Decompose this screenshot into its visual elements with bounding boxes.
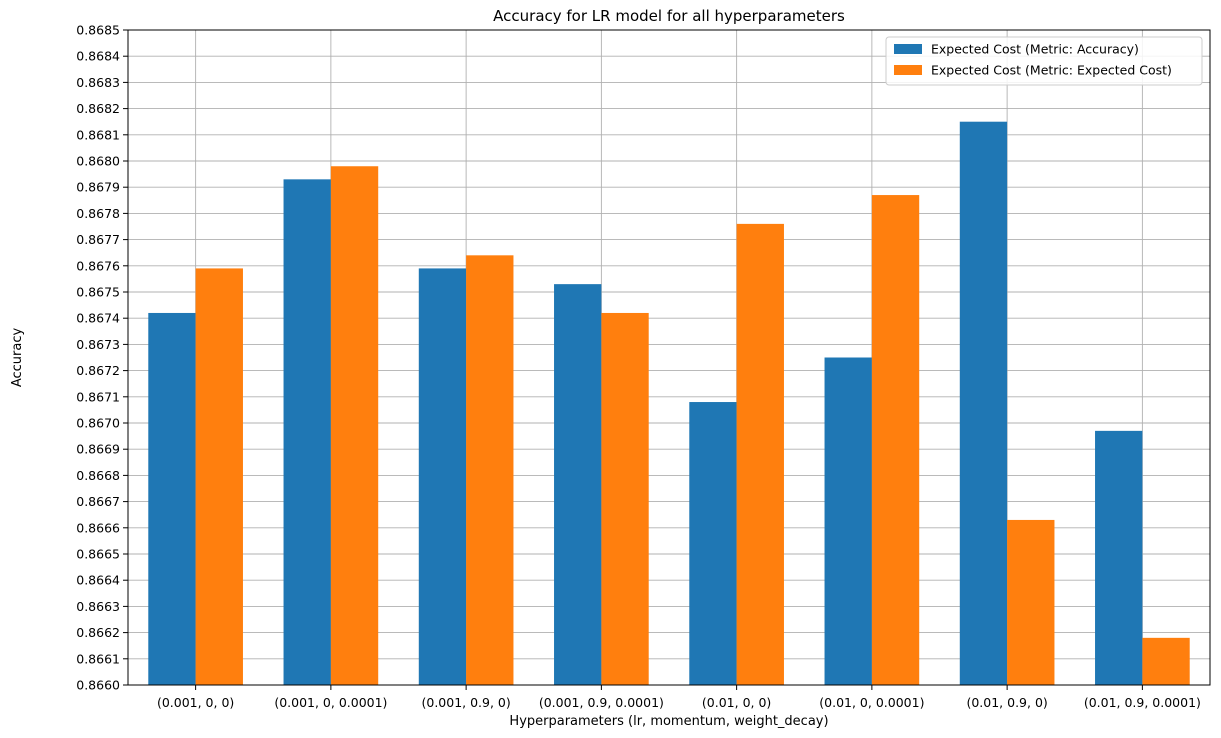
legend-swatch: [894, 65, 922, 75]
bar-series-1: [148, 312, 196, 685]
y-tick-label: 0.8665: [76, 547, 120, 562]
x-tick-label: (0.01, 0.9, 0): [966, 695, 1047, 710]
bars: [148, 121, 1190, 686]
y-tick-label: 0.8660: [76, 678, 120, 693]
legend: Expected Cost (Metric: Accuracy) Expected…: [885, 36, 1203, 86]
y-tick-label: 0.8677: [76, 232, 120, 247]
bar-series-1: [283, 179, 331, 685]
y-tick-label: 0.8675: [76, 285, 120, 300]
y-tick-label: 0.8669: [76, 442, 120, 457]
y-tick-label: 0.8670: [76, 416, 120, 431]
bar-series-1: [824, 357, 872, 685]
y-tick-label: 0.8681: [76, 127, 120, 142]
y-tick-label: 0.8668: [76, 468, 120, 483]
y-tick-label: 0.8676: [76, 258, 120, 273]
x-tick-label: (0.01, 0, 0): [702, 695, 771, 710]
y-tick-label: 0.8671: [76, 389, 120, 404]
y-tick-label: 0.8674: [76, 311, 120, 326]
x-tick-label: (0.01, 0.9, 0.0001): [1084, 695, 1201, 710]
chart-title: Accuracy for LR model for all hyperparam…: [493, 7, 845, 25]
bar-series-2: [1007, 519, 1055, 685]
bar-series-1: [418, 268, 467, 685]
y-tick-label: 0.8682: [76, 101, 120, 116]
bar-series-1: [689, 402, 737, 685]
y-tick-label: 0.8685: [76, 23, 120, 38]
legend-swatch: [894, 44, 922, 54]
bar-series-2: [736, 223, 784, 685]
x-tick-label: (0.01, 0, 0.0001): [819, 695, 924, 710]
x-axis-ticks: (0.001, 0, 0) (0.001, 0, 0.0001) (0.001, 0…: [157, 685, 1201, 710]
bar-series-1: [554, 284, 602, 685]
x-tick-label: (0.001, 0.9, 0): [421, 695, 510, 710]
bar-series-2: [195, 268, 243, 685]
bar-series-2: [466, 255, 514, 685]
y-tick-label: 0.8680: [76, 154, 120, 169]
y-tick-label: 0.8663: [76, 599, 120, 614]
x-tick-label: (0.001, 0, 0): [157, 695, 234, 710]
y-axis-ticks: 0.8660 0.8661 0.8662 0.8663 0.8664 0.8665 0.86…: [76, 23, 128, 693]
x-tick-label: (0.001, 0, 0.0001): [274, 695, 387, 710]
x-axis-title: Hyperparameters (lr, momentum, weight_de…: [509, 714, 828, 729]
y-tick-label: 0.8684: [76, 49, 120, 64]
y-tick-label: 0.8667: [76, 494, 120, 509]
y-tick-label: 0.8672: [76, 363, 120, 378]
legend-label: Expected Cost (Metric: Accuracy): [931, 42, 1139, 57]
legend-box: [885, 36, 1203, 86]
bar-series-2: [1142, 637, 1190, 685]
bar-series-2: [601, 312, 649, 685]
y-axis-title: Accuracy: [10, 328, 25, 388]
bar-series-2: [330, 166, 379, 686]
bar-series-1: [1095, 430, 1143, 685]
bar-series-1: [959, 121, 1008, 685]
y-tick-label: 0.8678: [76, 206, 120, 221]
y-tick-label: 0.8664: [76, 573, 120, 588]
y-tick-label: 0.8661: [76, 651, 120, 666]
plot-frame: [127, 29, 1211, 686]
bar-series-2: [871, 195, 920, 685]
y-tick-label: 0.8673: [76, 337, 120, 352]
legend-label: Expected Cost (Metric: Expected Cost): [931, 63, 1172, 78]
y-tick-label: 0.8683: [76, 75, 120, 90]
x-tick-label: (0.001, 0.9, 0.0001): [539, 695, 664, 710]
y-tick-label: 0.8662: [76, 625, 120, 640]
y-tick-label: 0.8679: [76, 180, 120, 195]
y-tick-label: 0.8666: [76, 520, 120, 535]
